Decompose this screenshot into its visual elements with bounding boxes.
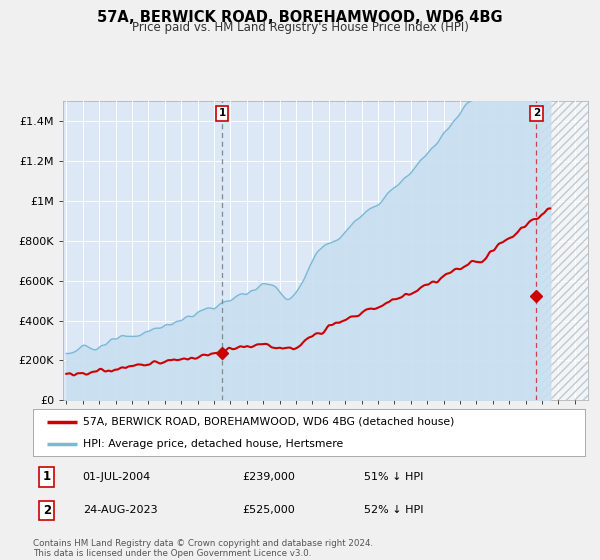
Text: 2: 2 xyxy=(43,504,51,517)
Text: HPI: Average price, detached house, Hertsmere: HPI: Average price, detached house, Hert… xyxy=(83,438,343,449)
Text: 51% ↓ HPI: 51% ↓ HPI xyxy=(364,472,424,482)
Text: Price paid vs. HM Land Registry's House Price Index (HPI): Price paid vs. HM Land Registry's House … xyxy=(131,21,469,34)
Text: Contains HM Land Registry data © Crown copyright and database right 2024.
This d: Contains HM Land Registry data © Crown c… xyxy=(33,539,373,558)
Text: 24-AUG-2023: 24-AUG-2023 xyxy=(83,505,157,515)
Text: £525,000: £525,000 xyxy=(243,505,296,515)
Text: 52% ↓ HPI: 52% ↓ HPI xyxy=(364,505,424,515)
Text: 1: 1 xyxy=(218,108,226,118)
Text: 57A, BERWICK ROAD, BOREHAMWOOD, WD6 4BG (detached house): 57A, BERWICK ROAD, BOREHAMWOOD, WD6 4BG … xyxy=(83,417,454,427)
Text: 1: 1 xyxy=(43,470,51,483)
Text: 2: 2 xyxy=(533,108,540,118)
Text: £239,000: £239,000 xyxy=(243,472,296,482)
Text: 57A, BERWICK ROAD, BOREHAMWOOD, WD6 4BG: 57A, BERWICK ROAD, BOREHAMWOOD, WD6 4BG xyxy=(97,10,503,25)
Text: 01-JUL-2004: 01-JUL-2004 xyxy=(83,472,151,482)
